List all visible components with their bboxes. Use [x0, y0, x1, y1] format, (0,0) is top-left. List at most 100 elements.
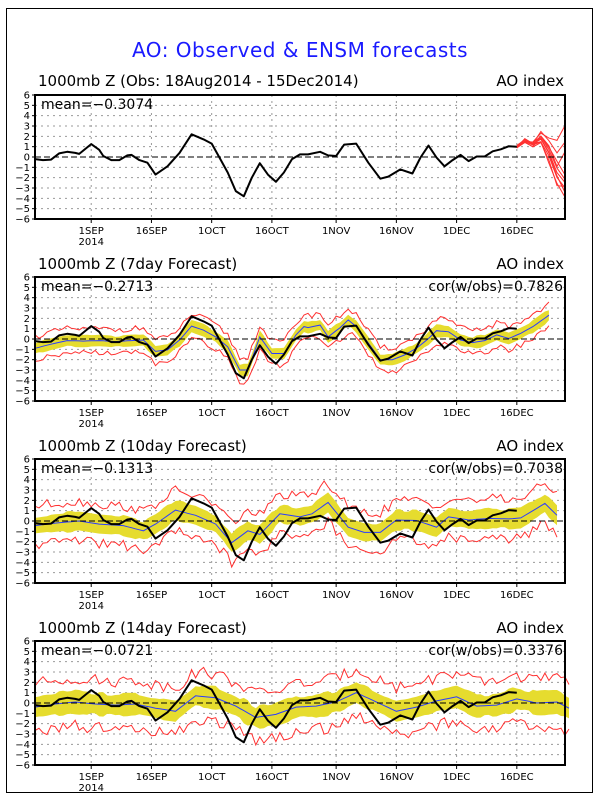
- y-tick-label: 5: [24, 283, 30, 294]
- x-tick-label: 1SEP: [79, 408, 104, 419]
- y-tick-label: 4: [24, 111, 30, 122]
- y-tick-label: −3: [15, 184, 30, 195]
- x-tick-label: 1DEC: [443, 226, 470, 237]
- x-tick-label: 1OCT: [198, 590, 226, 601]
- x-tick-label: 16NOV: [379, 226, 414, 237]
- x-tick-label: 16NOV: [379, 590, 414, 601]
- x-tick-year-label: 2014: [78, 783, 103, 794]
- correlation-annotation: cor(w/obs)=0.7826: [428, 279, 563, 295]
- y-tick-label: 4: [24, 293, 30, 304]
- observed-line: [34, 497, 517, 562]
- x-tick-label: 16NOV: [379, 772, 414, 783]
- observed-line: [34, 679, 517, 744]
- y-tick-label: −6: [15, 397, 30, 408]
- y-tick-label: 0: [24, 335, 30, 346]
- observed-line: [34, 133, 517, 198]
- x-tick-label: 16DEC: [500, 590, 534, 601]
- x-tick-label: 1SEP: [79, 590, 104, 601]
- y-tick-label: −6: [15, 761, 30, 772]
- max-line: [34, 480, 558, 525]
- y-tick-label: −1: [15, 527, 30, 538]
- y-tick-label: −2: [15, 173, 30, 184]
- y-tick-label: 2: [24, 496, 30, 507]
- y-tick-label: 4: [24, 657, 30, 668]
- y-tick-label: 5: [24, 647, 30, 658]
- correlation-annotation: cor(w/obs)=0.7038: [428, 461, 563, 477]
- x-tick-label: 1NOV: [322, 226, 351, 237]
- y-tick-label: −2: [15, 719, 30, 730]
- y-tick-label: −2: [15, 355, 30, 366]
- y-tick-label: 0: [24, 699, 30, 710]
- spread-band: [35, 682, 569, 729]
- y-tick-label: −1: [15, 163, 30, 174]
- y-tick-label: −4: [15, 194, 30, 205]
- y-tick-label: 3: [24, 486, 30, 497]
- y-tick-label: 3: [24, 304, 30, 315]
- spread-band: [35, 310, 549, 377]
- x-tick-label: 16OCT: [255, 408, 290, 419]
- y-tick-label: 0: [24, 153, 30, 164]
- y-tick-label: −5: [15, 204, 30, 215]
- y-tick-label: −4: [15, 558, 30, 569]
- y-tick-label: −3: [15, 366, 30, 377]
- x-tick-label: 1OCT: [198, 408, 226, 419]
- y-tick-label: 1: [24, 324, 30, 335]
- max-line: [34, 666, 570, 695]
- y-tick-label: 5: [24, 465, 30, 476]
- x-tick-label: 1DEC: [443, 772, 470, 783]
- y-tick-label: −4: [15, 376, 30, 387]
- y-tick-label: 1: [24, 506, 30, 517]
- y-tick-label: −3: [15, 548, 30, 559]
- panel-title-14day: 1000mb Z (14day Forecast): [38, 619, 247, 637]
- x-tick-label: 16SEP: [136, 590, 167, 601]
- y-tick-label: 2: [24, 314, 30, 325]
- y-tick-label: 5: [24, 101, 30, 112]
- x-tick-year-label: 2014: [78, 601, 103, 612]
- correlation-annotation: cor(w/obs)=0.3376: [428, 643, 563, 659]
- panel-index-label-obs: AO index: [496, 72, 564, 90]
- y-tick-label: 4: [24, 475, 30, 486]
- mean-annotation: mean=−0.1313: [41, 461, 153, 477]
- y-tick-label: −3: [15, 730, 30, 741]
- x-tick-label: 16OCT: [255, 226, 290, 237]
- y-tick-label: 6: [24, 91, 30, 102]
- x-tick-label: 16SEP: [136, 772, 167, 783]
- x-tick-label: 16OCT: [255, 590, 290, 601]
- y-tick-label: 1: [24, 688, 30, 699]
- panel-index-label-10day: AO index: [496, 437, 564, 455]
- y-tick-label: 6: [24, 273, 30, 284]
- panel-title-10day: 1000mb Z (10day Forecast): [38, 437, 247, 455]
- min-line: [34, 711, 570, 747]
- y-tick-label: −5: [15, 386, 30, 397]
- panel-title-7day: 1000mb Z (7day Forecast): [38, 255, 238, 273]
- ensemble-member-line: [516, 137, 566, 183]
- y-tick-label: 3: [24, 122, 30, 133]
- x-tick-label: 16DEC: [500, 226, 534, 237]
- mean-annotation: mean=−0.0721: [41, 643, 153, 659]
- min-line: [34, 516, 558, 569]
- y-tick-label: 0: [24, 517, 30, 528]
- panel-title-obs: 1000mb Z (Obs: 18Aug2014 - 15Dec2014): [38, 72, 359, 90]
- ensemble-mean-line: [34, 692, 570, 719]
- ensemble-mean-line: [34, 501, 558, 544]
- x-tick-label: 1SEP: [79, 226, 104, 237]
- x-tick-label: 1NOV: [322, 408, 351, 419]
- panel-index-label-14day: AO index: [496, 619, 564, 637]
- ensemble-member-line: [516, 135, 566, 168]
- ensemble-member-line: [516, 137, 566, 198]
- max-line: [34, 301, 550, 361]
- x-tick-label: 1OCT: [198, 226, 226, 237]
- x-tick-label: 1SEP: [79, 772, 104, 783]
- y-tick-label: −6: [15, 579, 30, 590]
- y-tick-label: −2: [15, 537, 30, 548]
- x-tick-label: 16DEC: [500, 772, 534, 783]
- x-tick-label: 16NOV: [379, 408, 414, 419]
- panel-index-label-7day: AO index: [496, 255, 564, 273]
- x-tick-label: 16OCT: [255, 772, 290, 783]
- y-tick-label: −4: [15, 740, 30, 751]
- x-tick-label: 16DEC: [500, 408, 534, 419]
